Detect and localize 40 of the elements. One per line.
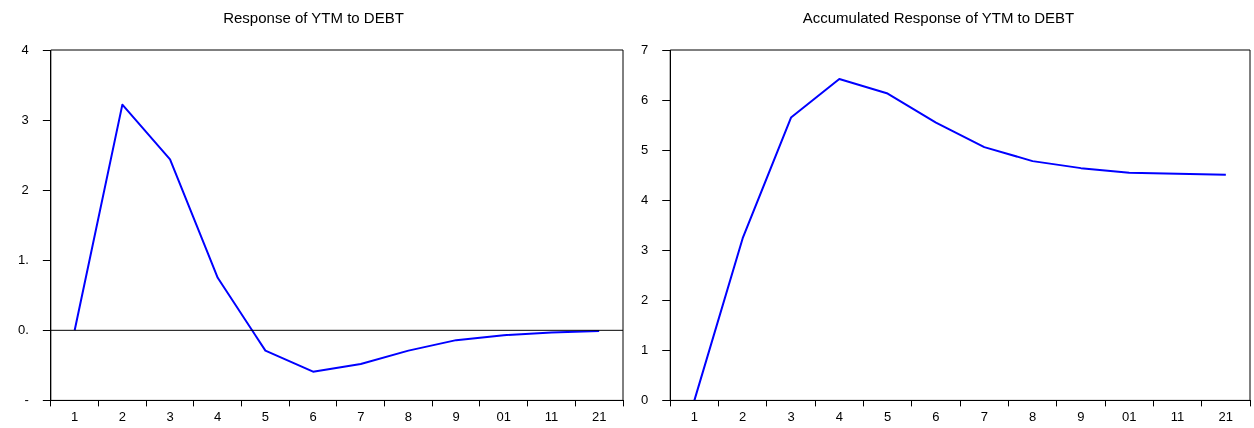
x-tick-label: 6 <box>309 408 317 424</box>
x-tick-label: 6 <box>932 408 940 424</box>
x-tick-label: 4 <box>214 408 222 424</box>
y-tick-label: 1 <box>641 341 649 357</box>
x-tick-label: 3 <box>166 408 174 424</box>
x-tick-label: 4 <box>835 408 843 424</box>
y-tick-label: 4 <box>21 41 29 57</box>
x-tick-label: 7 <box>980 408 988 424</box>
x-tick-label: 01 <box>496 408 512 424</box>
y-tick-label: - <box>24 391 29 407</box>
x-tick-label: 11 <box>1170 408 1185 424</box>
y-tick-label: 4 <box>641 191 649 207</box>
y-tick-label: 0 <box>641 391 649 407</box>
y-tick-label: 2 <box>641 291 649 307</box>
x-tick-label: 8 <box>1028 408 1037 424</box>
y-tick-label: 1. <box>18 251 29 267</box>
x-tick-label: 2 <box>118 408 126 424</box>
x-tick-label: 5 <box>884 408 892 424</box>
x-tick-label: 1 <box>690 408 698 424</box>
x-tick-label: 11 <box>544 408 559 424</box>
x-tick-label: 21 <box>591 408 607 424</box>
x-tick-label: 5 <box>261 408 270 424</box>
y-tick-label: 2 <box>21 181 29 197</box>
x-tick-label: 21 <box>1218 408 1234 424</box>
y-tick-label: 6 <box>641 91 649 107</box>
x-tick-label: 2 <box>739 408 747 424</box>
x-tick-label: 3 <box>787 408 795 424</box>
x-tick-label: 01 <box>1121 408 1137 424</box>
chart-title: Accumulated Response of YTM to DEBT <box>802 9 1075 27</box>
chart-title: Response of YTM to DEBT <box>223 9 404 27</box>
y-tick-label: 7 <box>641 41 649 57</box>
y-tick-label: 5 <box>641 141 649 157</box>
y-tick-label: 0. <box>18 321 29 337</box>
y-tick-label: 3 <box>641 241 649 257</box>
x-tick-label: 1 <box>71 408 79 424</box>
x-tick-label: 8 <box>404 408 413 424</box>
y-tick-label: 3 <box>21 111 29 127</box>
x-tick-label: 9 <box>1077 408 1085 424</box>
x-tick-label: 7 <box>357 408 365 424</box>
x-tick-label: 9 <box>452 408 460 424</box>
